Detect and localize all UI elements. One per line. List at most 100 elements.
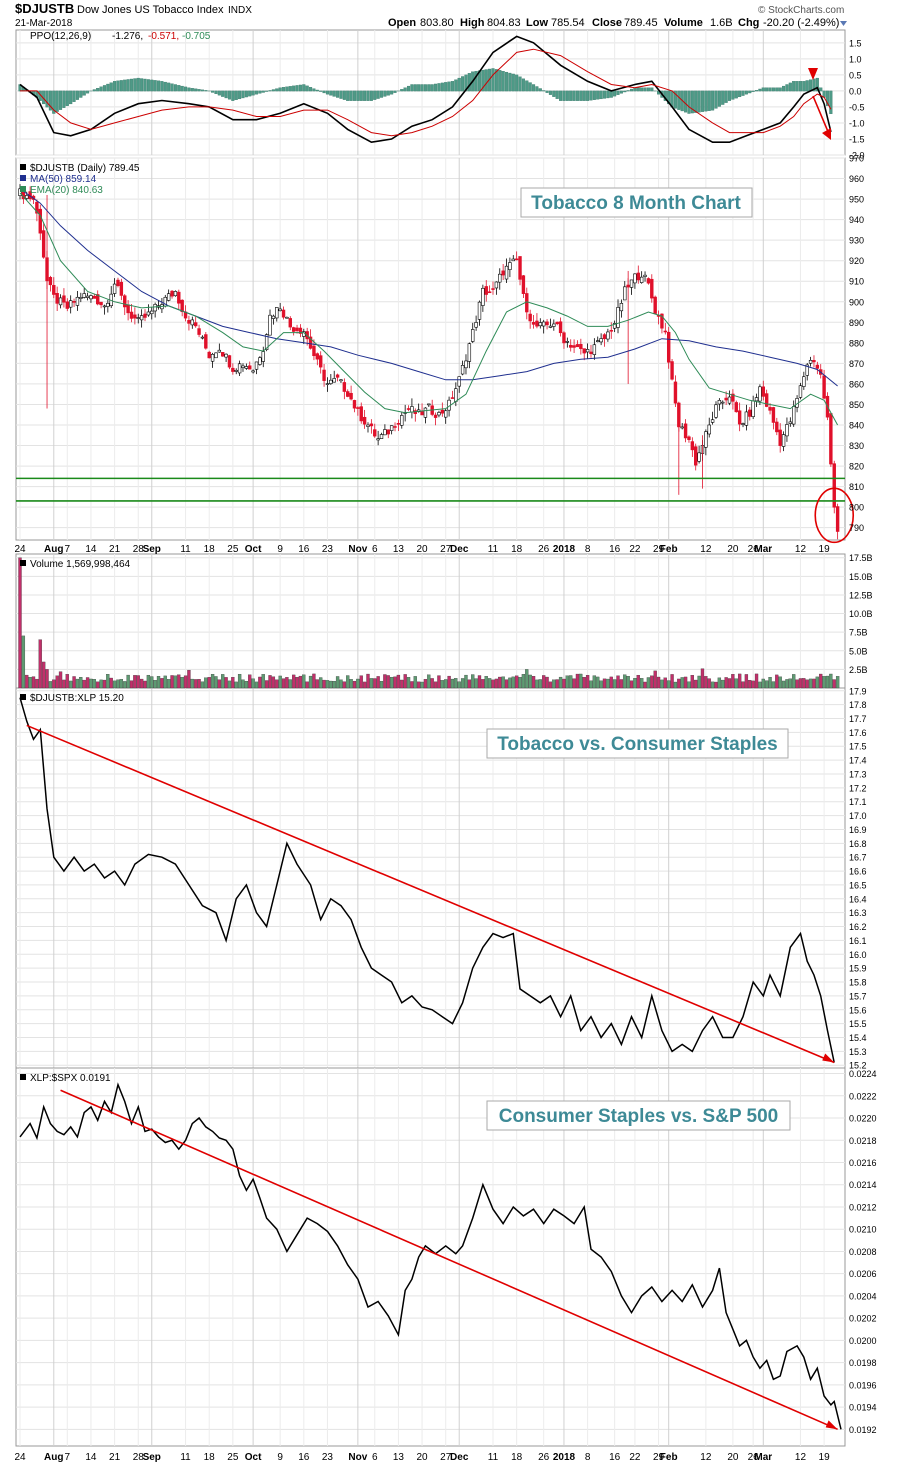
ppo-histogram-bar xyxy=(768,87,772,92)
dropdown-arrow-icon[interactable] xyxy=(840,21,847,26)
volume-label: Volume xyxy=(664,17,703,29)
volume-bar xyxy=(332,680,336,689)
ppo-histogram-bar xyxy=(491,68,495,92)
candle-body xyxy=(386,429,390,435)
x-tick-label: 8 xyxy=(585,544,591,555)
ppo-histogram-bar xyxy=(738,90,742,98)
ppo-histogram-bar xyxy=(315,89,319,92)
candle-body xyxy=(491,288,495,290)
ppo-histogram-bar xyxy=(140,78,144,92)
candle-body xyxy=(487,291,492,294)
ppo-histogram-bar xyxy=(187,87,191,92)
ppo-histogram-bar xyxy=(373,90,377,100)
candle-body xyxy=(325,383,330,385)
ppo-histogram-bar xyxy=(518,76,522,92)
y-tick-label: 0.0214 xyxy=(849,1180,877,1190)
ppo-histogram-bar xyxy=(190,88,194,92)
volume-bar xyxy=(366,673,370,689)
y-tick-label: 890 xyxy=(849,318,864,328)
x-tick-label: 13 xyxy=(393,544,405,555)
candle-body xyxy=(802,376,806,387)
candle-body xyxy=(143,313,147,318)
y-tick-label: 17.9 xyxy=(849,686,867,696)
candle-body xyxy=(785,424,789,437)
volume-bar xyxy=(535,679,539,689)
y-tick-label: 0.0202 xyxy=(849,1314,877,1324)
y-tick-label: 970 xyxy=(849,154,864,164)
ppo-histogram-bar xyxy=(434,83,438,92)
y-tick-label: 810 xyxy=(849,482,864,492)
volume-bar xyxy=(694,679,698,689)
volume-bar xyxy=(727,678,732,689)
candle-body xyxy=(646,278,651,284)
y-tick-label: 7.5B xyxy=(849,628,868,638)
candle-body xyxy=(548,325,553,328)
ppo-histogram-bar xyxy=(123,79,127,92)
volume-bar xyxy=(423,679,428,689)
candle-body xyxy=(170,290,174,297)
candle-body xyxy=(264,334,269,350)
ppo-histogram-bar xyxy=(129,78,134,92)
volume-bar xyxy=(521,674,526,689)
candle-body xyxy=(612,323,617,329)
ppo-histogram-bar xyxy=(474,70,478,92)
candle-body xyxy=(764,393,769,407)
ppo-histogram-bar xyxy=(86,90,90,94)
ppo-histogram-bar xyxy=(437,83,441,92)
ppo-histogram-bar xyxy=(771,87,775,92)
annotation-box xyxy=(486,1100,791,1131)
volume-bar xyxy=(481,679,485,689)
ppo-histogram-bar xyxy=(700,90,705,112)
candle-body xyxy=(653,296,657,314)
ppo-histogram-bar xyxy=(430,84,434,92)
volume-bar xyxy=(788,678,792,689)
x-tick-label: Sep xyxy=(143,1452,161,1463)
ppo-histogram-bar xyxy=(579,90,583,101)
volume-bar xyxy=(396,674,401,689)
y-tick-label: 15.0B xyxy=(849,572,873,582)
y-tick-label: 0.0200 xyxy=(849,1336,877,1346)
y-tick-label: 16.3 xyxy=(849,908,867,918)
y-tick-label: 16.9 xyxy=(849,825,867,835)
volume-bar xyxy=(62,679,66,689)
candle-body xyxy=(410,406,414,413)
candle-body xyxy=(775,421,779,433)
arrow-head-icon xyxy=(822,128,831,140)
ppo-histogram-bar xyxy=(673,90,677,109)
volume-bar xyxy=(126,674,130,689)
x-tick-label: 25 xyxy=(227,544,239,555)
annotation-box xyxy=(486,728,789,759)
candle-body xyxy=(285,316,289,319)
x-tick-label: 26 xyxy=(538,544,550,555)
volume-bar xyxy=(275,679,279,689)
x-tick-label: 23 xyxy=(322,1452,334,1463)
volume-bar xyxy=(42,661,46,689)
ppo-histogram-bar xyxy=(346,90,350,101)
volume-bar xyxy=(278,675,282,689)
volume-bar xyxy=(92,679,96,689)
x-tick-label: 18 xyxy=(511,544,523,555)
volume-bar xyxy=(427,674,431,689)
y-tick-label: 15.3 xyxy=(849,1047,867,1057)
ppo-histogram-bar xyxy=(224,90,228,99)
volume-bar xyxy=(707,678,711,689)
candle-body xyxy=(494,281,499,289)
ppo-histogram-bar xyxy=(221,90,225,97)
ppo-histogram-bar xyxy=(504,71,509,92)
volume-bar xyxy=(602,678,607,689)
ppo-histogram-bar xyxy=(238,90,242,100)
candle-body xyxy=(666,331,671,363)
volume-bar xyxy=(210,674,215,689)
ppo-histogram-bar xyxy=(45,90,49,108)
y-tick-label: -1.5 xyxy=(849,134,865,144)
candle-body xyxy=(366,424,370,427)
volume-bar xyxy=(417,681,421,689)
volume-bar xyxy=(376,676,380,689)
ppo-histogram-bar xyxy=(305,85,309,92)
ppo-histogram-bar xyxy=(48,90,52,111)
volume-bar xyxy=(768,677,772,689)
ppo-line-signal xyxy=(20,48,832,137)
candle-body xyxy=(190,319,195,326)
candle-body xyxy=(146,311,151,316)
